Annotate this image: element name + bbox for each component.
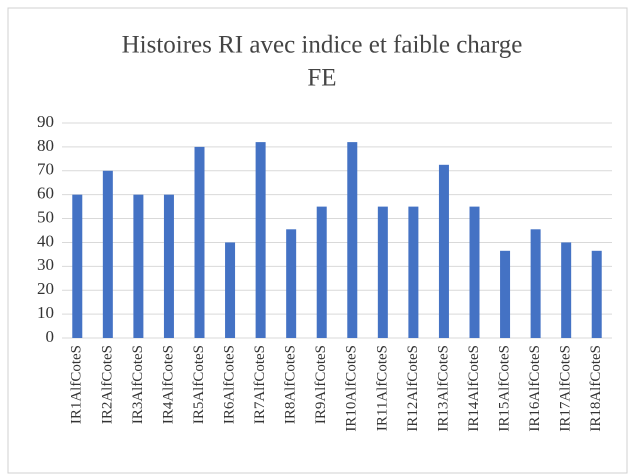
y-tick-label: 0 [46,327,55,346]
bar [591,250,602,338]
x-tick-label: IR10AlfCoteS [344,345,360,432]
x-tick-label: IR13AlfCoteS [435,345,451,432]
bar [500,250,511,338]
bar [133,194,144,338]
bar [408,206,419,338]
x-tick-label: IR14AlfCoteS [466,345,482,432]
x-tick-label: IR1AlfCoteS [69,345,85,424]
y-tick-label: 60 [37,184,54,203]
chart-title: FE [307,65,336,92]
y-tick-label: 80 [37,136,54,155]
x-tick-label: IR4AlfCoteS [160,345,176,424]
x-tick-label: IR9AlfCoteS [313,345,329,424]
bar [469,206,480,338]
x-tick-label: IR7AlfCoteS [252,345,268,424]
bar [225,242,236,338]
y-tick-label: 20 [37,279,54,298]
x-tick-label: IR3AlfCoteS [130,345,146,424]
y-tick-label: 10 [37,303,54,322]
x-tick-label: IR6AlfCoteS [221,345,237,424]
bar [316,206,327,338]
y-tick-label: 90 [37,112,54,131]
y-tick-label: 40 [37,231,54,250]
bar [286,229,297,338]
x-tick-label: IR12AlfCoteS [405,345,421,432]
x-tick-label: IR17AlfCoteS [558,345,574,432]
bar [102,170,113,338]
bar [72,194,83,338]
x-tick-label: IR2AlfCoteS [99,345,115,424]
bar [194,146,205,338]
bar [347,142,358,338]
bar [377,206,388,338]
y-tick-label: 50 [37,207,54,226]
x-tick-label: IR15AlfCoteS [496,345,512,432]
bar [163,194,174,338]
bar [255,142,266,338]
y-tick-label: 70 [37,160,54,179]
bar [438,164,449,338]
x-tick-label: IR11AlfCoteS [374,345,390,431]
x-tick-label: IR5AlfCoteS [191,345,207,424]
x-tick-label: IR8AlfCoteS [283,345,299,424]
bar [530,229,541,338]
chart-title: Histoires RI avec indice et faible charg… [122,32,523,59]
bar [561,242,572,338]
y-tick-label: 30 [37,255,54,274]
x-tick-label: IR18AlfCoteS [588,345,604,432]
x-tick-label: IR16AlfCoteS [527,345,543,432]
